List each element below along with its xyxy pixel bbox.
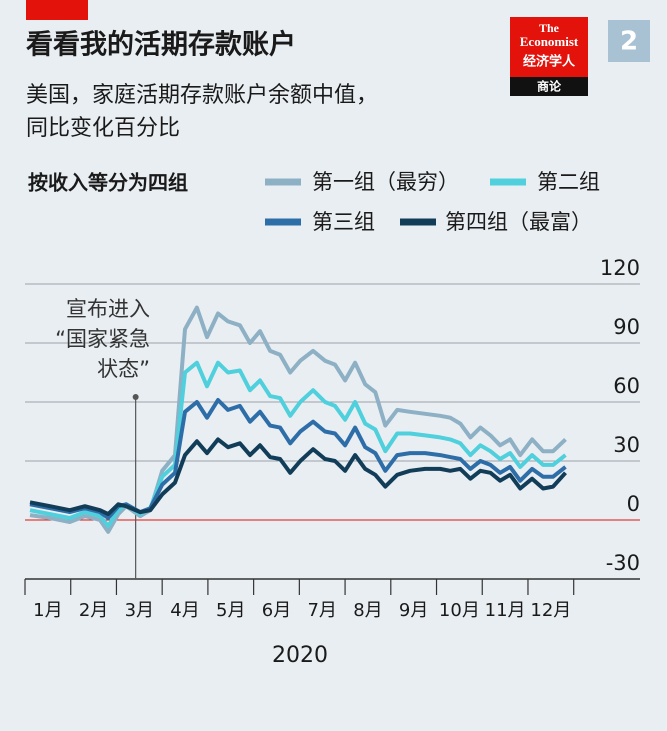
legend-label: 第三组 — [312, 210, 375, 234]
chart-title: 看看我的活期存款账户 — [26, 29, 296, 61]
y-tick-label: -30 — [606, 551, 640, 575]
x-tick-label: 8月 — [353, 600, 382, 621]
x-axis-year: 2020 — [272, 643, 328, 668]
logo-text: Economist — [520, 34, 579, 49]
chart-subtitle: 美国，家庭活期存款账户余额中值， — [26, 83, 378, 108]
y-tick-label: 30 — [613, 433, 640, 457]
x-tick-label: 4月 — [170, 600, 199, 621]
y-tick-label: 120 — [600, 256, 640, 280]
annotation-dot — [132, 394, 139, 400]
annotation-text: “国家紧急 — [55, 327, 150, 351]
legend-label: 第二组 — [537, 170, 600, 194]
legend-label: 第四组（最富） — [445, 210, 592, 234]
x-tick-label: 10月 — [439, 600, 480, 621]
badge-box — [608, 20, 650, 62]
legend-title: 按收入等分为四组 — [28, 171, 188, 195]
logo-box — [510, 17, 588, 77]
chart-subtitle: 同比变化百分比 — [26, 116, 180, 141]
x-tick-label: 12月 — [530, 600, 571, 621]
series-line — [29, 360, 567, 528]
series-line — [29, 437, 567, 517]
badge: 2 — [620, 27, 638, 57]
x-tick-label: 7月 — [307, 600, 336, 621]
x-tick-label: 5月 — [216, 600, 245, 621]
y-tick-label: 0 — [627, 492, 640, 516]
x-tick-label: 1月 — [33, 600, 62, 621]
logo-text: 商论 — [537, 79, 562, 94]
series-line — [29, 398, 567, 520]
x-tick-label: 2月 — [79, 600, 108, 621]
y-tick-label: 60 — [613, 374, 640, 398]
logo-band — [510, 77, 588, 96]
legend-label: 第一组（最穷） — [312, 170, 459, 194]
x-tick-label: 9月 — [399, 600, 428, 621]
logo-text: 经济学人 — [523, 54, 576, 70]
annotation-text: 宣布进入 — [66, 297, 150, 321]
logo: The Economist 经济学人 商论 — [510, 17, 588, 96]
logo-text: The — [539, 21, 560, 35]
red-tag — [26, 0, 88, 20]
y-tick-label: 90 — [613, 315, 640, 339]
x-tick-label: 11月 — [485, 600, 526, 621]
x-tick-label: 3月 — [125, 600, 154, 621]
x-tick-label: 6月 — [262, 600, 291, 621]
annotation-text: 状态” — [97, 357, 150, 381]
